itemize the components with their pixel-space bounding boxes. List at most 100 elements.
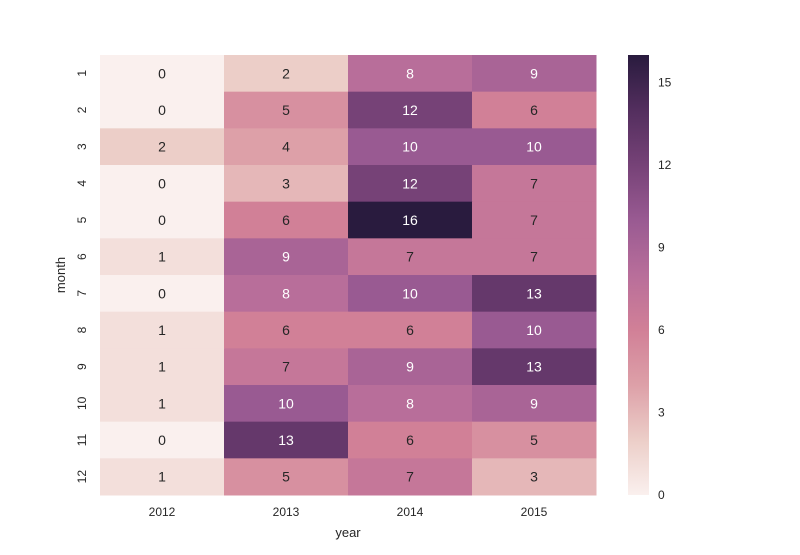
y-tick-label: 5 — [75, 216, 89, 223]
heatmap-cell — [100, 165, 225, 203]
heatmap-cell — [348, 55, 473, 93]
cell-value-label: 0 — [158, 212, 166, 228]
colorbar-tick-label: 3 — [658, 406, 665, 420]
heatmap-cell — [224, 201, 349, 239]
cell-value-label: 5 — [282, 469, 290, 485]
cell-value-label: 0 — [158, 102, 166, 118]
y-tick-label: 10 — [75, 396, 89, 410]
colorbar — [628, 55, 649, 495]
y-tick-label: 6 — [75, 253, 89, 260]
cell-value-label: 6 — [282, 212, 290, 228]
x-axis-label: year — [335, 525, 361, 540]
heatmap-cell — [100, 385, 225, 423]
cell-value-label: 5 — [530, 432, 538, 448]
x-tick-label: 2013 — [273, 505, 300, 519]
heatmap-cell — [100, 348, 225, 386]
cell-value-label: 6 — [406, 322, 414, 338]
heatmap-cell — [348, 201, 473, 239]
heatmap-cell — [348, 458, 473, 496]
heatmap-cell — [348, 128, 473, 166]
cell-value-label: 8 — [406, 65, 414, 81]
heatmap-cell — [100, 91, 225, 129]
cell-value-label: 7 — [530, 175, 538, 191]
cell-value-label: 9 — [530, 395, 538, 411]
x-tick-label: 2014 — [397, 505, 424, 519]
heatmap-cell — [100, 275, 225, 313]
heatmap-cell — [224, 311, 349, 349]
cell-value-label: 12 — [402, 175, 418, 191]
cell-value-label: 7 — [530, 212, 538, 228]
heatmap-cell — [472, 421, 597, 459]
y-tick-label: 1 — [75, 70, 89, 77]
cell-value-label: 4 — [282, 139, 290, 155]
heatmap-cell — [472, 91, 597, 129]
heatmap-cell — [224, 421, 349, 459]
cell-value-label: 9 — [282, 249, 290, 265]
heatmap-cell — [100, 421, 225, 459]
heatmap-cells — [100, 55, 597, 496]
cell-value-label: 1 — [158, 359, 166, 375]
heatmap-cell — [224, 348, 349, 386]
colorbar-tick-labels: 0 3 6 9 12 15 — [658, 76, 672, 503]
cell-value-label: 13 — [278, 432, 294, 448]
cell-value-label: 10 — [526, 322, 542, 338]
heatmap-cell — [348, 385, 473, 423]
cell-value-label: 10 — [278, 395, 294, 411]
cell-value-label: 0 — [158, 175, 166, 191]
heatmap-cell — [348, 348, 473, 386]
cell-value-label: 5 — [282, 102, 290, 118]
colorbar-tick-label: 15 — [658, 76, 672, 90]
heatmap-cell — [224, 165, 349, 203]
heatmap-cell — [348, 311, 473, 349]
heatmap-cell — [472, 311, 597, 349]
y-tick-label: 3 — [75, 143, 89, 150]
cell-value-label: 6 — [530, 102, 538, 118]
cell-value-label: 9 — [530, 65, 538, 81]
heatmap-cell — [100, 238, 225, 276]
x-tick-label: 2015 — [521, 505, 548, 519]
heatmap-cell — [100, 128, 225, 166]
heatmap-cell — [348, 165, 473, 203]
cell-value-label: 1 — [158, 395, 166, 411]
cell-value-label: 13 — [526, 285, 542, 301]
heatmap-cell — [472, 165, 597, 203]
cell-value-label: 10 — [402, 139, 418, 155]
heatmap-cell — [224, 458, 349, 496]
y-tick-label: 12 — [75, 470, 89, 484]
y-axis-label: month — [53, 257, 68, 293]
heatmap-cell — [472, 348, 597, 386]
heatmap-cell — [348, 275, 473, 313]
heatmap-cell — [472, 275, 597, 313]
cell-value-label: 7 — [406, 249, 414, 265]
colorbar-tick-label: 9 — [658, 241, 665, 255]
heatmap-cell — [100, 201, 225, 239]
cell-value-label: 6 — [406, 432, 414, 448]
heatmap-cell — [348, 238, 473, 276]
heatmap-cell — [472, 201, 597, 239]
heatmap-cell — [472, 55, 597, 93]
cell-value-label: 8 — [406, 395, 414, 411]
x-tick-label: 2012 — [149, 505, 176, 519]
heatmap-cell — [472, 458, 597, 496]
heatmap-cell — [348, 421, 473, 459]
heatmap-cell — [472, 238, 597, 276]
heatmap-cell — [224, 275, 349, 313]
cell-value-label: 8 — [282, 285, 290, 301]
y-tick-label: 2 — [75, 106, 89, 113]
heatmap-cell — [472, 128, 597, 166]
heatmap-cell — [224, 385, 349, 423]
cell-value-label: 0 — [158, 285, 166, 301]
heatmap-cell — [100, 55, 225, 93]
cell-annotations: 0 2 8 90 5 12 62 4 10 100 3 12 70 6 16 71 9 7 70 8 10 131 6 6 10… — [158, 65, 542, 484]
y-tick-label: 8 — [75, 326, 89, 333]
cell-value-label: 7 — [530, 249, 538, 265]
cell-value-label: 1 — [158, 249, 166, 265]
colorbar-tick-label: 6 — [658, 323, 665, 337]
heatmap-cell — [100, 458, 225, 496]
y-tick-label: 9 — [75, 363, 89, 370]
heatmap-cell — [224, 55, 349, 93]
x-tick-labels: 2012 2013 2014 2015 — [149, 505, 548, 519]
